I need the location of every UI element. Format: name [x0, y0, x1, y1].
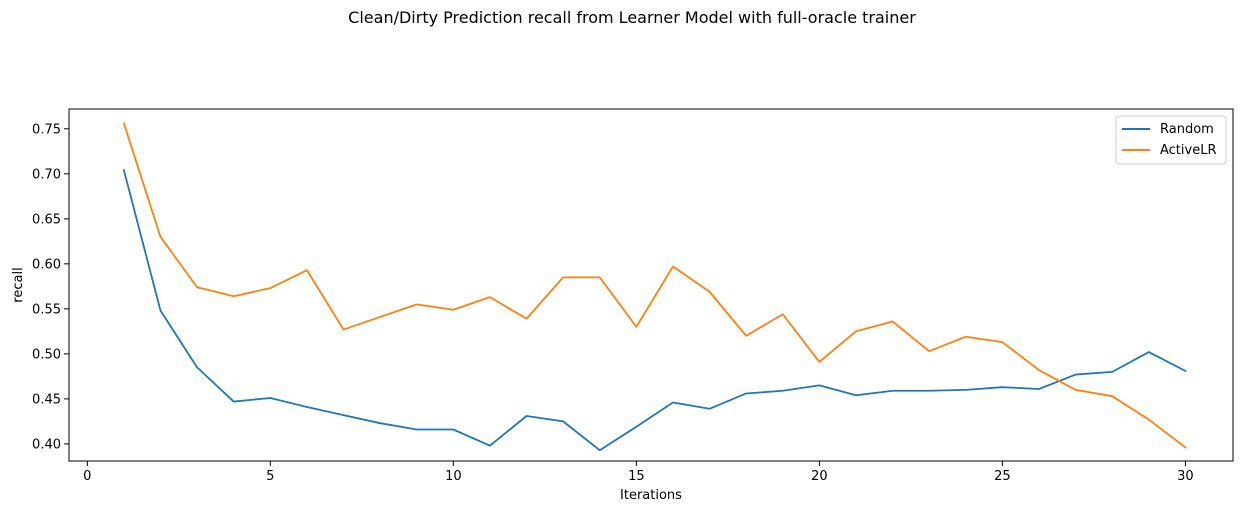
legend-label-random: Random	[1160, 122, 1214, 137]
y-tick-label: 0.55	[32, 302, 61, 317]
chart-title: Clean/Dirty Prediction recall from Learn…	[348, 8, 916, 27]
y-tick-label: 0.50	[32, 347, 61, 362]
y-tick-label: 0.75	[32, 122, 61, 137]
plot-area	[122, 122, 1187, 452]
x-tick-label: 25	[994, 469, 1011, 484]
y-axis-title: recall	[11, 267, 26, 302]
plot-frame	[68, 108, 1234, 462]
x-tick-label: 5	[266, 469, 274, 484]
y-tick-label: 0.70	[32, 167, 61, 182]
x-axis-title: Iterations	[620, 488, 682, 503]
x-tick-label: 0	[83, 469, 91, 484]
y-tick-label: 0.40	[32, 437, 61, 452]
x-tick-label: 15	[628, 469, 645, 484]
x-tick-label: 20	[811, 469, 828, 484]
y-axis: 0.40 0.45 0.50 0.55 0.60 0.65 0.70 0.75	[32, 122, 69, 452]
y-tick-label: 0.65	[32, 212, 61, 227]
x-tick-label: 30	[1177, 469, 1194, 484]
series-line-random	[122, 169, 1187, 452]
y-tick-label: 0.45	[32, 392, 61, 407]
series-line-activelr	[122, 122, 1187, 449]
y-tick-label: 0.60	[32, 257, 61, 272]
x-tick-label: 10	[445, 469, 462, 484]
x-axis: 0 5 10 15 20 25 30	[83, 461, 1194, 484]
legend-label-activelr: ActiveLR	[1160, 143, 1217, 158]
legend: Random ActiveLR	[1115, 115, 1227, 165]
